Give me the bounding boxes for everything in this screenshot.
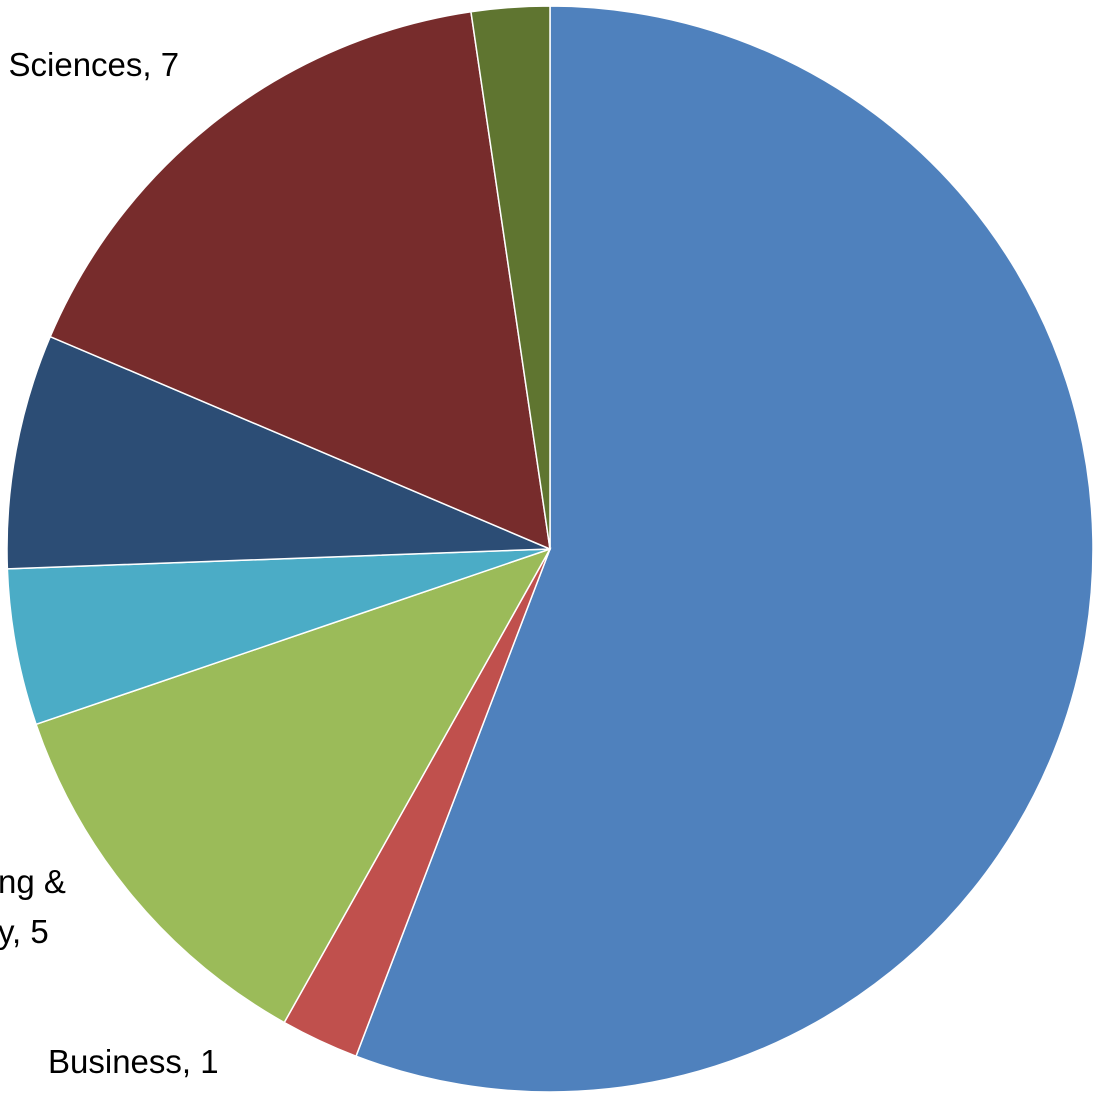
pie-slice-6: [470, 5, 551, 550]
data-label-green-line1: ng &: [0, 863, 66, 900]
pie-slice-2: [35, 547, 552, 1024]
pie-slice-0: [355, 5, 1094, 1093]
pie-slice-4: [6, 335, 551, 570]
pie-slices: [6, 5, 1094, 1093]
data-labels: Business, 1 ng & y, 5 l Sciences, 7: [0, 46, 219, 1080]
pie-slice-5: [49, 10, 551, 551]
data-label-red-slice: l Sciences, 7: [0, 46, 179, 83]
data-label-green-line2: y, 5: [0, 913, 49, 950]
pie-slice-3: [6, 548, 551, 726]
data-label-business: Business, 1: [48, 1043, 219, 1080]
